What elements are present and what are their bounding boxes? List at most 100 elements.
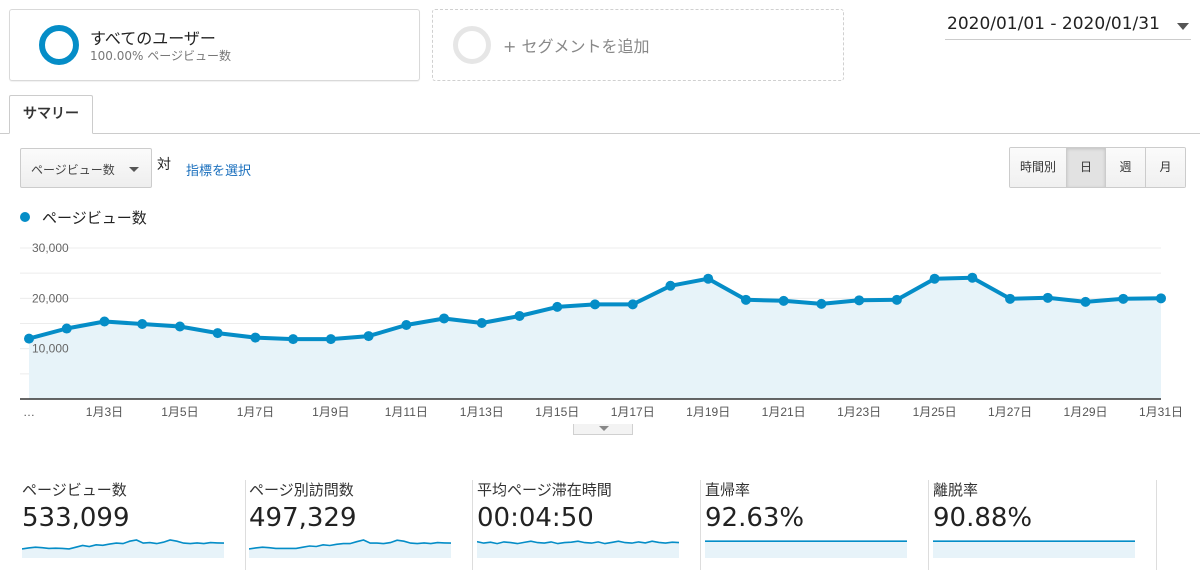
- granularity-toggle: 時間別 日 週 月: [1009, 147, 1186, 188]
- metric-name: 平均ページ滞在時間: [477, 481, 612, 499]
- x-tick-label: …: [23, 405, 35, 419]
- sparkline-fill: [933, 541, 1135, 558]
- x-tick-label: 1月7日: [237, 405, 274, 419]
- x-tick-label: 1月23日: [837, 405, 881, 419]
- metric-select-dropdown[interactable]: ページビュー数: [20, 148, 152, 188]
- chart-point: [1080, 296, 1091, 307]
- metric-sparkline: [477, 540, 679, 558]
- granularity-week-button[interactable]: 週: [1106, 148, 1146, 187]
- chart-point: [929, 273, 940, 284]
- metric-divider: [245, 480, 246, 570]
- chart-point: [363, 331, 374, 342]
- tab-divider: [0, 133, 1200, 134]
- select-metric-link[interactable]: 指標を選択: [186, 164, 252, 179]
- metric-select-value: ページビュー数: [31, 163, 115, 177]
- add-segment-label: + セグメントを追加: [503, 37, 650, 56]
- y-tick-label: 10,000: [32, 342, 69, 356]
- metric-card[interactable]: 離脱率 90.88%: [931, 477, 1157, 570]
- caret-down-icon: [599, 426, 609, 431]
- add-segment-button[interactable]: + セグメントを追加: [432, 9, 844, 81]
- x-tick-label: 1月21日: [762, 405, 806, 419]
- vs-label: 対: [157, 157, 171, 173]
- chart-point: [967, 272, 978, 283]
- chart-area-fill: [29, 277, 1161, 399]
- chart-point: [24, 333, 34, 344]
- metric-name: ページビュー数: [22, 481, 127, 499]
- metric-card[interactable]: 平均ページ滞在時間 00:04:50: [475, 477, 701, 570]
- x-tick-label: 1月27日: [988, 405, 1032, 419]
- metric-divider: [472, 480, 473, 570]
- metric-value: 497,329: [249, 503, 357, 533]
- metric-card[interactable]: 直帰率 92.63%: [703, 477, 929, 570]
- metric-card[interactable]: ページ別訪問数 497,329: [247, 477, 473, 570]
- x-tick-label: 1月19日: [686, 405, 730, 419]
- sparkline-fill: [249, 540, 451, 558]
- date-range-picker[interactable]: 2020/01/01 - 2020/01/31: [945, 10, 1191, 40]
- chart-point: [1118, 293, 1129, 304]
- chart-point: [665, 280, 676, 291]
- metric-sparkline: [249, 539, 451, 558]
- chart-point: [740, 294, 751, 305]
- x-tick-label: 1月11日: [385, 405, 428, 419]
- segment-ring-icon: [39, 25, 79, 65]
- metric-name: ページ別訪問数: [249, 481, 354, 499]
- granularity-month-button[interactable]: 月: [1146, 148, 1185, 187]
- caret-down-icon: [1177, 23, 1189, 30]
- metric-card[interactable]: ページビュー数 533,099: [20, 477, 246, 570]
- metric-divider: [700, 480, 701, 570]
- metric-value: 533,099: [22, 503, 130, 533]
- x-tick-label: 1月29日: [1064, 405, 1108, 419]
- metric-divider: [1156, 480, 1157, 570]
- chart-point: [325, 334, 336, 345]
- granularity-hourly-button[interactable]: 時間別: [1010, 148, 1067, 187]
- sparkline-line: [477, 540, 679, 545]
- y-tick-label: 30,000: [32, 241, 69, 255]
- chart-point: [476, 317, 487, 328]
- chart-point: [854, 295, 865, 306]
- segment-card-all-users[interactable]: すべてのユーザー 100.00% ページビュー数: [9, 9, 420, 81]
- x-tick-label: 1月3日: [86, 405, 123, 419]
- chart-point: [250, 332, 261, 343]
- legend-label: ページビュー数: [42, 209, 147, 227]
- empty-segment-ring-icon: [453, 26, 491, 64]
- tab-summary[interactable]: サマリー: [9, 95, 93, 134]
- chart-point: [401, 320, 412, 331]
- y-tick-label: 20,000: [32, 291, 69, 305]
- granularity-day-button[interactable]: 日: [1067, 148, 1106, 187]
- chart-point: [1156, 293, 1166, 304]
- chart-point: [288, 334, 299, 345]
- chart-point: [590, 299, 600, 310]
- chart-point: [816, 298, 827, 309]
- chart-point: [514, 310, 525, 321]
- sparkline-fill: [22, 540, 224, 558]
- metric-divider: [928, 480, 929, 570]
- chart-point: [1042, 292, 1053, 303]
- legend-dot: [20, 212, 30, 222]
- chart-point: [552, 301, 563, 312]
- x-tick-label: 1月5日: [161, 405, 198, 419]
- metric-value: 92.63%: [705, 503, 805, 533]
- sparkline-line: [22, 539, 224, 550]
- metric-value: 90.88%: [933, 503, 1033, 533]
- caret-down-icon: [129, 167, 139, 172]
- segment-title: すべてのユーザー: [90, 29, 216, 48]
- x-tick-label: 1月25日: [913, 405, 957, 419]
- chart-point: [778, 295, 789, 306]
- x-tick-label: 1月13日: [460, 405, 504, 419]
- sparkline-fill: [705, 541, 907, 558]
- x-tick-label: 1月17日: [611, 405, 655, 419]
- chart-point: [61, 323, 72, 334]
- x-tick-label: 1月31日: [1139, 405, 1183, 419]
- metric-name: 離脱率: [933, 481, 979, 499]
- chart-point: [137, 319, 148, 330]
- chart-point: [174, 321, 185, 332]
- metric-sparkline: [933, 540, 1135, 558]
- chart-collapse-toggle[interactable]: [573, 424, 633, 435]
- chart-point: [703, 273, 714, 284]
- pageviews-line-chart: 10,000 20,000 30,000 … 1月3日 1月5日 1月7日 1月9日 1月11…: [20, 241, 1183, 419]
- chart-point: [99, 316, 110, 327]
- x-tick-label: 1月15日: [535, 405, 579, 419]
- sparkline-fill: [477, 541, 679, 558]
- chart-point: [627, 299, 638, 310]
- chart-point: [1005, 293, 1016, 304]
